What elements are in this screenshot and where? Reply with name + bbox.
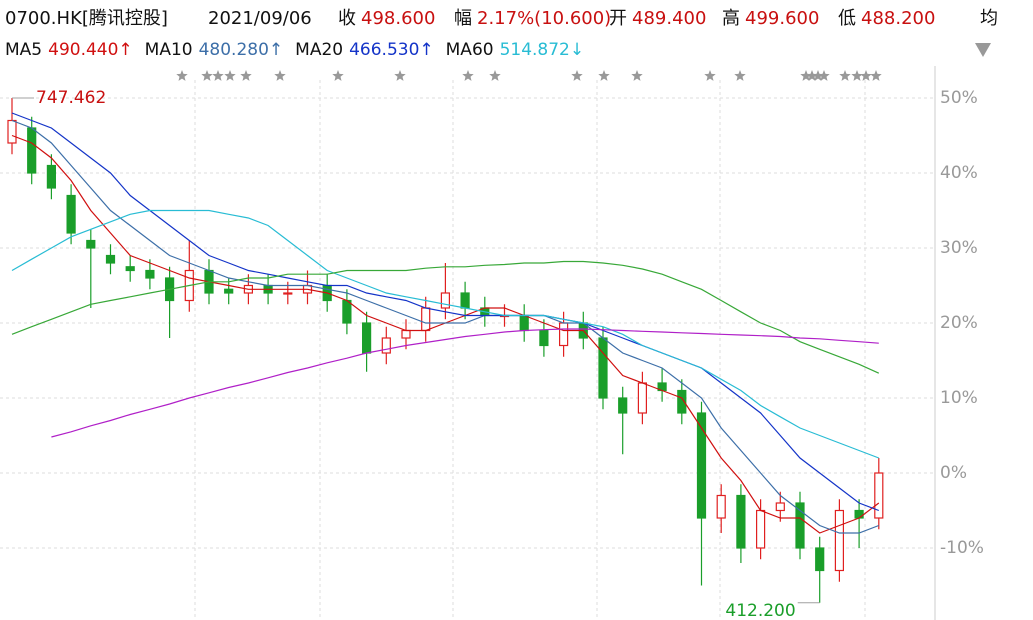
star-icon <box>201 70 213 81</box>
star-icon <box>240 70 252 81</box>
star-icon <box>332 70 344 81</box>
field-value: 489.400 <box>632 8 706 29</box>
star-icon <box>818 70 830 81</box>
star-icon <box>598 70 610 81</box>
candle-body <box>145 269 155 279</box>
field-value: 488.200 <box>861 8 935 29</box>
field-value: 499.600 <box>745 8 819 29</box>
candle-body <box>460 292 470 309</box>
star-icon <box>806 70 818 81</box>
star-icon <box>631 70 643 81</box>
y-tick-label: 10% <box>940 388 978 408</box>
candle-body <box>7 119 17 144</box>
candle-body <box>598 337 608 399</box>
candle-body <box>637 382 648 414</box>
star-icon <box>176 70 188 81</box>
date: 2021/09/06 <box>208 8 312 29</box>
candle-body <box>440 292 450 309</box>
star-icon <box>870 70 882 81</box>
ma-line <box>11 260 880 374</box>
event-markers <box>176 70 882 81</box>
star-icon <box>489 70 501 81</box>
y-tick-label: -10% <box>940 538 984 558</box>
y-tick-label: 40% <box>940 163 978 183</box>
candle-body <box>618 397 628 414</box>
annotation: 412.200 <box>725 601 795 620</box>
candle-body <box>677 389 687 414</box>
candle-body <box>125 266 135 272</box>
candle-body <box>86 239 96 249</box>
star-icon <box>394 70 406 81</box>
vertical-grid <box>194 80 866 620</box>
star-icon <box>800 70 812 81</box>
candle-body <box>421 307 431 332</box>
legend-value: 514.872↓ <box>500 40 585 60</box>
field-label: 均 <box>980 8 998 29</box>
candle-body <box>66 194 76 234</box>
candle-body <box>716 494 726 519</box>
candle-body <box>362 322 372 354</box>
y-tick-label: 30% <box>940 238 978 258</box>
y-tick-label: 0% <box>940 463 967 483</box>
candle-body <box>105 254 116 264</box>
star-icon <box>851 70 863 81</box>
field-label: 低 <box>838 8 856 29</box>
legend-name: MA60 <box>446 40 494 60</box>
symbol: 0700.HK[腾讯控股] <box>5 8 168 29</box>
candle-body <box>755 509 766 549</box>
candle-body <box>283 292 293 295</box>
field-label: 高 <box>722 8 740 29</box>
candle-body <box>27 127 37 174</box>
field-label: 开 <box>609 8 627 29</box>
field-label: 收 <box>338 8 356 29</box>
candle-body <box>834 509 845 572</box>
field-label: 幅 <box>454 8 472 29</box>
y-tick-label: 50% <box>940 88 978 108</box>
dropdown-icon[interactable] <box>975 43 991 57</box>
candle-body <box>795 502 805 549</box>
ma-line <box>51 328 879 438</box>
candle-body <box>854 509 864 519</box>
star-icon <box>274 70 286 81</box>
field-value: 498.600 <box>361 8 435 29</box>
candle-body <box>539 329 549 347</box>
legend-value: 466.530↑ <box>349 40 434 60</box>
annotation: 747.462 <box>36 88 106 108</box>
legend-value: 490.440↑ <box>48 40 133 60</box>
legend-value: 480.280↑ <box>199 40 284 60</box>
ma-line <box>11 112 880 512</box>
legend-name: MA20 <box>295 40 343 60</box>
candle-body <box>874 472 884 519</box>
candle-body <box>558 322 569 347</box>
candle-body <box>224 288 234 294</box>
candle-body <box>401 329 411 339</box>
star-icon <box>812 70 824 81</box>
star-icon <box>839 70 851 81</box>
candle-body <box>381 337 391 354</box>
star-icon <box>734 70 746 81</box>
legend-name: MA10 <box>145 40 193 60</box>
candle-body <box>736 494 746 549</box>
star-icon <box>571 70 583 81</box>
ma-line <box>11 209 880 459</box>
candle-body <box>696 412 707 519</box>
y-tick-label: 20% <box>940 313 978 333</box>
star-icon <box>860 70 872 81</box>
candle-body <box>815 547 825 572</box>
candle-body <box>775 502 785 512</box>
star-icon <box>462 70 474 81</box>
legend-name: MA5 <box>5 40 42 60</box>
candle-body <box>519 314 529 332</box>
star-icon <box>212 70 224 81</box>
candle-body <box>342 299 352 324</box>
star-icon <box>224 70 236 81</box>
field-value: 2.17%(10.600) <box>477 8 611 29</box>
candle-body <box>46 164 57 189</box>
ma-line <box>11 119 880 534</box>
star-icon <box>704 70 716 81</box>
